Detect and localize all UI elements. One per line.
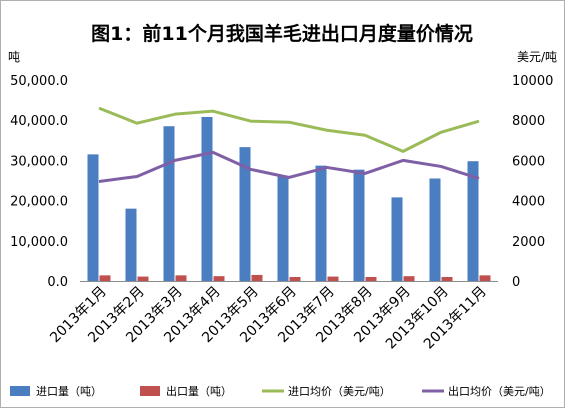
bar-export-volume: [479, 275, 491, 281]
y-axis-left-ticks: 0.0 10,000.0 20,000.0 30,000.0 40,000.0 50,00…: [10, 74, 68, 290]
bar-import-volume: [87, 154, 99, 281]
bar-import-volume: [239, 147, 251, 281]
bar-export-volume: [99, 275, 111, 281]
legend-label: 进口量（吨）: [36, 385, 102, 398]
bar-export-volume: [365, 276, 377, 281]
bar-export-volume: [251, 274, 263, 281]
y-axis-right-label: 美元/吨: [517, 50, 557, 64]
y-right-tick-label: 8000: [512, 114, 545, 129]
bar-series-group: [87, 116, 491, 281]
bar-export-volume: [441, 276, 453, 281]
y-axis-right-ticks: 0 2000 4000 6000 8000 10000: [512, 74, 553, 290]
y-left-tick-label: 20,000.0: [10, 195, 68, 210]
legend-swatch: [10, 386, 30, 396]
y-right-tick-label: 4000: [512, 195, 545, 210]
bar-import-volume: [277, 175, 289, 281]
y-left-tick-label: 50,000.0: [10, 74, 68, 89]
bar-export-volume: [403, 276, 415, 281]
bar-export-volume: [289, 276, 301, 281]
y-left-tick-label: 0.0: [47, 275, 68, 290]
legend: 进口量（吨） 出口量（吨） 进口均价（美元/吨） 出口均价（美元/吨）: [10, 384, 551, 398]
y-left-tick-label: 10,000.0: [10, 235, 68, 250]
y-right-tick-label: 2000: [512, 235, 545, 250]
bar-import-volume: [163, 126, 175, 281]
chart-title: 图1：前11个月我国羊毛进出口月度量价情况: [91, 22, 473, 45]
line-import-avg-price: [98, 106, 480, 153]
legend-label: 出口量（吨）: [166, 384, 232, 398]
bar-import-volume: [201, 116, 213, 281]
y-left-tick-label: 40,000.0: [10, 114, 68, 129]
legend-label: 出口均价（美元/吨）: [448, 384, 551, 398]
bar-import-volume: [467, 161, 479, 281]
y-right-tick-label: 10000: [512, 74, 553, 89]
legend-swatch: [140, 386, 160, 396]
y-right-tick-label: 0: [512, 275, 520, 290]
bar-import-volume: [391, 197, 403, 281]
bar-export-volume: [213, 276, 225, 281]
y-right-tick-label: 6000: [512, 154, 545, 169]
bar-import-volume: [429, 178, 441, 281]
bar-export-volume: [175, 275, 187, 281]
legend-label: 进口均价（美元/吨）: [288, 385, 391, 398]
line-series-group: [98, 106, 480, 183]
y-axis-left-label: 吨: [8, 50, 20, 64]
line-export-avg-price: [98, 150, 480, 183]
bar-export-volume: [137, 276, 149, 281]
y-left-tick-label: 30,000.0: [10, 154, 68, 169]
bar-import-volume: [315, 165, 327, 281]
bar-import-volume: [125, 208, 137, 281]
bar-export-volume: [327, 276, 339, 281]
bar-import-volume: [353, 169, 365, 281]
